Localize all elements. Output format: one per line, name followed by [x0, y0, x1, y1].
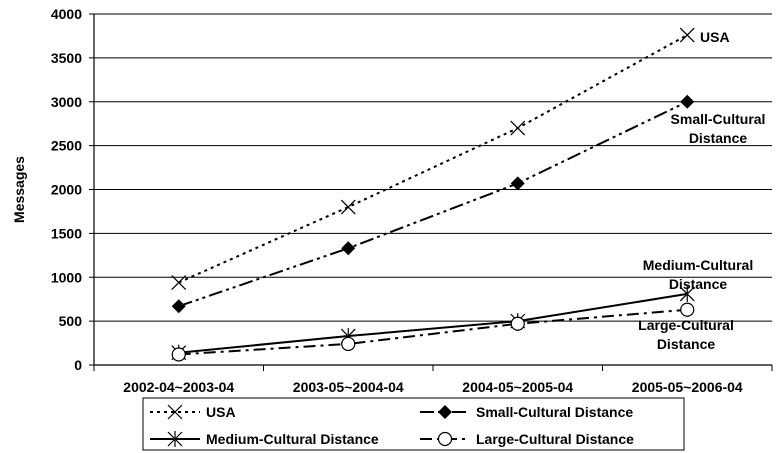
series-group [171, 27, 695, 362]
series-usa [171, 27, 695, 290]
y-tick-label: 1500 [51, 225, 82, 241]
series-annotation: Distance [657, 336, 716, 352]
legend-label: Large-Cultural Distance [476, 431, 634, 447]
series-line [178, 100, 688, 308]
series-annotation: Distance [669, 276, 728, 292]
series-marker [171, 275, 187, 290]
series-marker [510, 316, 525, 331]
series-annotation: Medium-Cultural [643, 257, 753, 273]
x-tick-label: 2002-04~2003-04 [123, 379, 234, 395]
series-marker [679, 285, 695, 302]
legend-box [142, 397, 685, 451]
y-tick-label: 3500 [51, 50, 82, 66]
series-marker [680, 94, 695, 109]
series-small-cultural-distance [171, 94, 695, 314]
y-tick-label: 4000 [51, 6, 82, 22]
series-marker [167, 404, 183, 420]
series-marker [510, 176, 525, 191]
y-tick-labels: 0 500 1000 1500 2000 2500 3000 3500 4000 [51, 6, 82, 373]
x-tick-labels: 2002-04~2003-04 2003-05~2004-04 2004-05~20… [123, 379, 743, 395]
axes [89, 13, 773, 371]
y-tick-label: 2000 [51, 182, 82, 198]
series-marker [171, 299, 186, 314]
legend-item: Large-Cultural Distance [420, 431, 634, 447]
y-tick-label: 3000 [51, 94, 82, 110]
y-tick-label: 500 [59, 313, 83, 329]
y-tick-label: 0 [74, 357, 82, 373]
series-annotation: Large-Cultural [638, 317, 734, 333]
series-marker [341, 241, 356, 256]
x-tick-label: 2004-05~2005-04 [462, 379, 573, 395]
legend-item: Small-Cultural Distance [420, 404, 633, 420]
series-line [178, 308, 688, 356]
y-tick-label: 2500 [51, 138, 82, 154]
series-annotation: USA [700, 29, 730, 45]
series-marker [340, 199, 356, 215]
legend-item: Medium-Cultural Distance [150, 431, 379, 447]
legend-label: Small-Cultural Distance [476, 404, 633, 420]
series-marker [437, 431, 453, 447]
x-tick-label: 2005-05~2006-04 [632, 379, 743, 395]
series-annotation: Small-Cultural [671, 111, 766, 127]
series-line [178, 292, 688, 354]
series-marker [171, 347, 186, 362]
legend: USA Small-Cultural Distance Medium-Cultura… [142, 397, 685, 451]
series-medium-cultural-distance [171, 285, 695, 361]
series-marker [680, 302, 695, 317]
y-tick-label: 1000 [51, 269, 82, 285]
series-marker [341, 336, 356, 352]
series-annotations: USA Small-Cultural Distance Medium-Cultural… [638, 29, 765, 352]
series-marker [679, 27, 695, 43]
series-marker [438, 405, 452, 419]
series-marker [167, 431, 183, 447]
series-marker [510, 120, 526, 136]
series-annotation: Distance [689, 130, 748, 146]
series-line [178, 34, 688, 284]
grid-lines [94, 13, 772, 322]
legend-label: USA [206, 404, 236, 420]
x-tick-label: 2003-05~2004-04 [293, 379, 404, 395]
legend-label: Medium-Cultural Distance [206, 431, 379, 447]
legend-item: USA [150, 404, 236, 420]
y-axis-label: Messages [11, 156, 27, 223]
series-large-cultural-distance [171, 302, 695, 362]
